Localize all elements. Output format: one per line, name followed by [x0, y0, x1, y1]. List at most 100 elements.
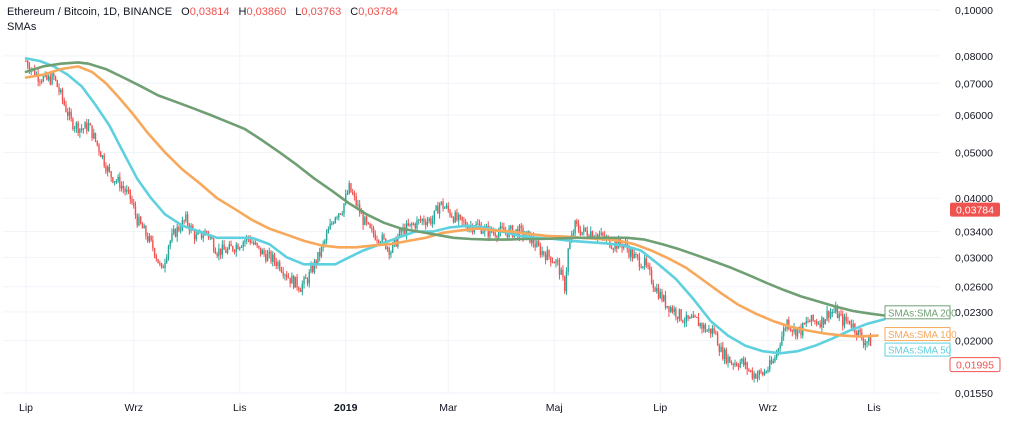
- candle-body: [166, 256, 168, 263]
- candle-body: [240, 246, 243, 248]
- candle-body: [398, 229, 401, 237]
- candle-body: [685, 315, 688, 323]
- candle-body: [305, 277, 307, 279]
- candle-body: [46, 73, 48, 80]
- candle-body: [287, 277, 290, 279]
- candle-body: [237, 244, 239, 250]
- candle-body: [515, 229, 517, 232]
- candle-body: [682, 320, 684, 323]
- candle-body: [574, 220, 576, 234]
- candle-body: [324, 240, 326, 244]
- candle-body: [809, 321, 811, 323]
- candle-body: [822, 317, 825, 325]
- candle-body: [713, 328, 715, 333]
- candle-body: [739, 362, 741, 368]
- open-value: 0,03814: [189, 6, 230, 18]
- candle-body: [428, 218, 430, 222]
- candle-body: [652, 283, 655, 288]
- candle-body: [167, 245, 170, 257]
- candle-body: [692, 315, 694, 318]
- candle-body: [736, 363, 738, 366]
- candle-body: [120, 185, 123, 189]
- candle-body: [138, 216, 140, 226]
- candle-body: [817, 323, 820, 325]
- candle-body: [591, 231, 594, 237]
- sma50-label-box: [884, 342, 951, 357]
- candle-body: [79, 128, 81, 133]
- candle-body: [91, 125, 93, 139]
- candle-body: [657, 288, 660, 299]
- candle-body: [261, 250, 264, 255]
- candle-body: [233, 250, 236, 252]
- candle-body: [176, 226, 178, 237]
- candle-body: [37, 73, 39, 82]
- candle-body: [306, 278, 309, 284]
- candle-body: [101, 155, 104, 158]
- candle-body: [133, 202, 135, 206]
- candle-body: [376, 239, 378, 241]
- price-tick-label: 0,10000: [955, 5, 993, 17]
- candle-body: [162, 266, 164, 269]
- candle-body: [173, 229, 175, 234]
- candle-body: [106, 166, 109, 172]
- candle-body: [374, 234, 376, 240]
- candle-body: [669, 307, 672, 312]
- candle-body: [70, 111, 72, 119]
- candle-body: [339, 213, 342, 215]
- candle-body: [636, 254, 639, 257]
- candle-body: [821, 317, 823, 328]
- candle-body: [51, 73, 53, 85]
- candle-body: [126, 189, 128, 192]
- candle-body: [550, 256, 552, 263]
- candle-body: [221, 244, 224, 255]
- indicator-label[interactable]: SMAs: [7, 21, 37, 33]
- candle-body: [563, 276, 566, 292]
- candle-body: [843, 316, 846, 326]
- candle-body: [437, 205, 439, 214]
- high-value: 0,03860: [246, 6, 287, 18]
- candle-body: [299, 290, 302, 292]
- candle-body: [244, 240, 246, 243]
- candle-body: [249, 238, 251, 243]
- candle-body: [86, 122, 88, 131]
- candle-body: [426, 221, 429, 225]
- candle-body: [782, 328, 785, 337]
- candle-body: [734, 363, 736, 366]
- candle-body: [155, 255, 158, 259]
- candle-body: [334, 217, 337, 223]
- candle-body: [179, 229, 182, 231]
- candle-body: [819, 323, 821, 328]
- candle-body: [579, 230, 582, 235]
- candle-body: [487, 226, 489, 237]
- candle-body: [270, 251, 272, 262]
- candle-body: [647, 265, 649, 267]
- candle-body: [298, 287, 300, 291]
- candle-body: [153, 248, 156, 256]
- candle-body: [372, 228, 375, 235]
- candle-body: [400, 229, 403, 232]
- candle-body: [489, 227, 491, 237]
- candle-body: [779, 345, 781, 349]
- candle-body: [214, 250, 217, 254]
- candle-body: [256, 242, 258, 246]
- candle-body: [482, 231, 484, 234]
- candle-body: [553, 262, 555, 264]
- candle-body: [537, 241, 540, 246]
- candle-body: [848, 320, 851, 324]
- candle-body: [864, 342, 867, 346]
- candle-body: [749, 370, 752, 372]
- candle-body: [67, 111, 69, 116]
- candle-body: [343, 203, 345, 214]
- candle-body: [49, 76, 52, 85]
- sma50-label-text: SMAs:SMA 50: [888, 346, 952, 357]
- candle-body: [159, 263, 161, 265]
- candle-body: [815, 321, 818, 324]
- time-tick-label: Lis: [867, 402, 880, 414]
- candle-body: [656, 288, 658, 292]
- candle-body: [206, 231, 208, 233]
- sma200-line: [24, 61, 886, 317]
- candle-body: [769, 360, 771, 370]
- candle-body: [600, 232, 602, 235]
